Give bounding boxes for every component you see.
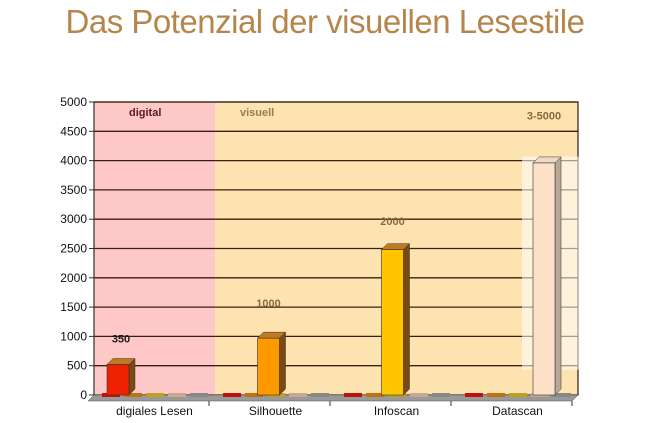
y-tick-label: 1500: [60, 300, 87, 314]
bar-side: [403, 243, 410, 396]
floor-marker: [146, 393, 164, 397]
floor-marker: [311, 393, 329, 397]
y-tick-label: 0: [80, 388, 87, 402]
y-tick-label: 5000: [60, 95, 87, 109]
floor-marker: [124, 393, 142, 397]
floor-marker: [344, 393, 362, 397]
floor-marker: [289, 393, 307, 397]
y-tick-label: 4500: [60, 124, 87, 138]
slide-title: Das Potenzial der visuellen Lesestile: [65, 3, 585, 40]
region-label: visuell: [240, 107, 274, 119]
floor-marker: [553, 393, 571, 397]
bar-side: [554, 156, 562, 396]
floor-marker: [223, 393, 241, 397]
floor-marker: [410, 393, 428, 397]
x-tick-label: digiales Lesen: [116, 404, 193, 418]
x-tick-label: Datascan: [492, 404, 543, 418]
y-tick-label: 500: [67, 359, 87, 373]
region-label: digital: [129, 107, 161, 119]
data-label: 350: [112, 333, 130, 345]
y-tick-label: 3000: [60, 212, 87, 226]
bar-side: [279, 331, 286, 396]
x-tick-label: Infoscan: [374, 404, 419, 418]
floor-marker: [366, 393, 384, 397]
x-tick-label: Silhouette: [249, 404, 303, 418]
floor-marker: [245, 393, 263, 397]
bar-side: [128, 357, 136, 396]
y-tick-label: 1000: [60, 329, 87, 343]
bar-digiales-lesen: [106, 364, 130, 396]
data-label: 2000: [380, 216, 404, 228]
floor-marker: [190, 393, 208, 397]
floor-marker: [432, 393, 450, 397]
data-label: 1000: [256, 298, 280, 310]
y-tick-label: 2500: [60, 242, 87, 256]
y-tick-label: 2000: [60, 271, 87, 285]
floor-marker: [168, 393, 186, 397]
data-label: 3-5000: [527, 111, 561, 123]
bar-infoscan: [381, 249, 404, 396]
bar-datascan: [532, 162, 556, 396]
floor-marker: [487, 393, 505, 397]
floor-marker: [465, 393, 483, 397]
floor-marker: [509, 393, 527, 397]
y-tick-label: 4000: [60, 154, 87, 168]
y-tick-label: 3500: [60, 183, 87, 197]
bar-silhouette: [257, 337, 280, 396]
